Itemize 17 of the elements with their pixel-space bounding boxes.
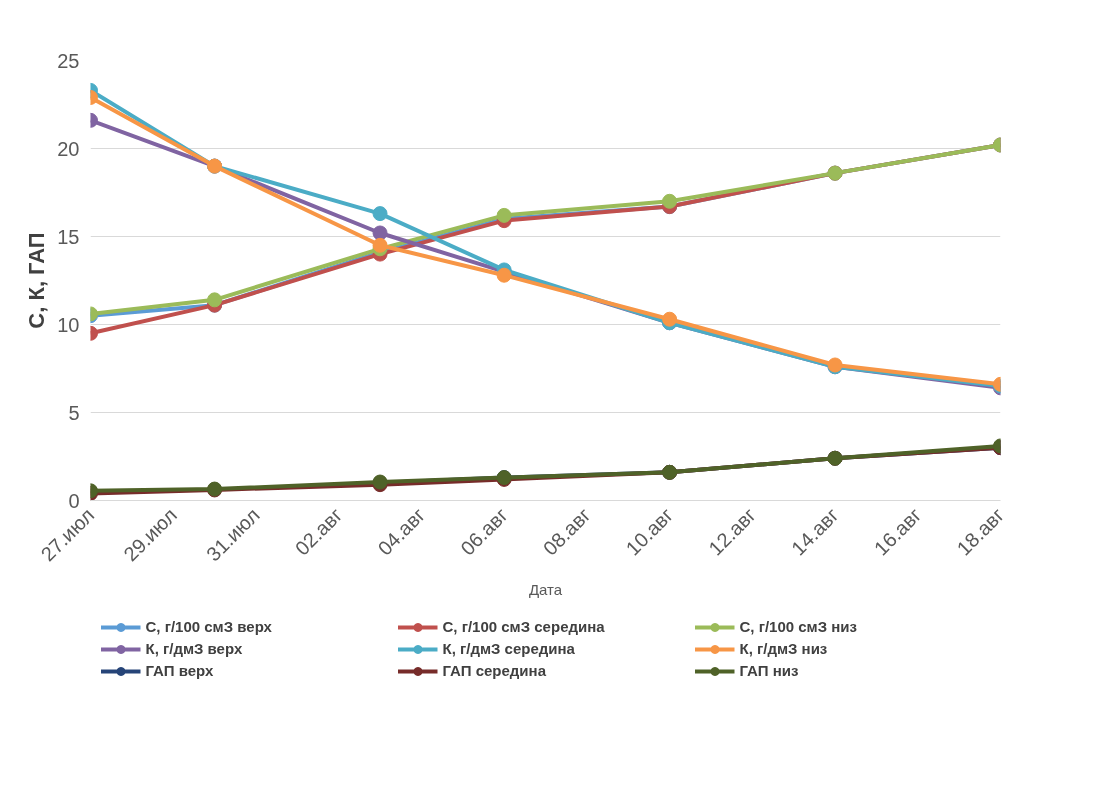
y-tick-label: 0 — [68, 489, 80, 512]
legend-label: К, г/дмЗ середина — [442, 640, 576, 657]
y-tick-label: 15 — [57, 225, 80, 248]
y-tick-label: 5 — [68, 401, 80, 424]
y-tick-label: 20 — [57, 137, 80, 160]
legend-label: ГАП низ — [739, 662, 800, 679]
legend-label: К, г/дмЗ верх — [145, 640, 244, 657]
y-tick-label: 25 — [57, 49, 80, 72]
legend-label: ГАП верх — [145, 662, 215, 679]
x-axis-title: Дата — [528, 581, 563, 599]
legend-label: С, г/100 смЗ низ — [739, 618, 859, 635]
y-tick-label: 10 — [57, 313, 80, 336]
legend-label: С, г/100 смЗ верх — [145, 618, 273, 635]
legend-label: ГАП середина — [442, 662, 547, 679]
y-axis-title: С, К, ГАП — [24, 232, 50, 329]
legend-label: К, г/дмЗ низ — [739, 640, 829, 657]
legend-label: С, г/100 смЗ середина — [442, 618, 606, 635]
